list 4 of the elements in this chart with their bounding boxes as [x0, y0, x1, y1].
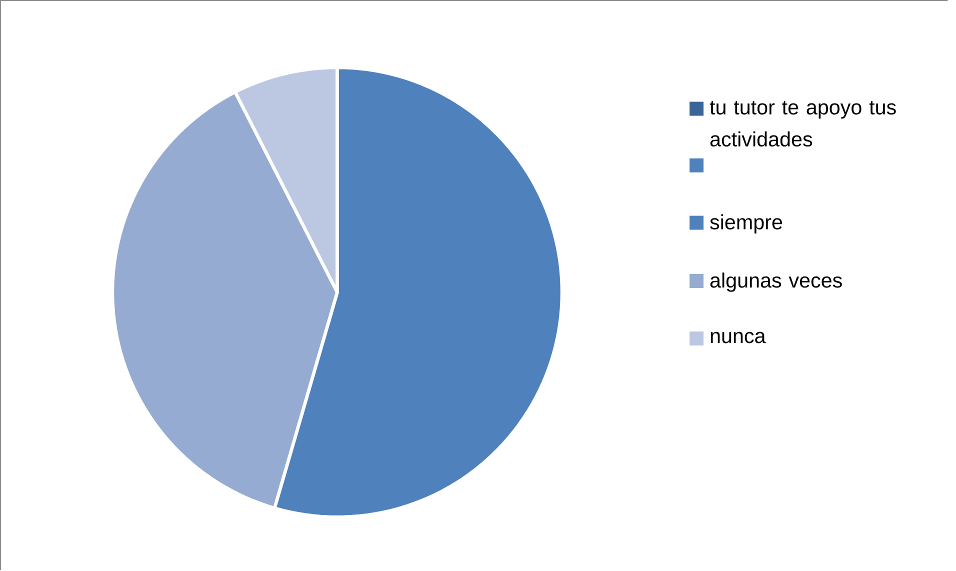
legend-label: siempre: [710, 214, 782, 234]
legend-label: tu tutor te apoyo tus actividades: [710, 101, 896, 147]
legend-label: algunas veces: [710, 272, 842, 292]
legend-label: nunca: [710, 332, 766, 344]
